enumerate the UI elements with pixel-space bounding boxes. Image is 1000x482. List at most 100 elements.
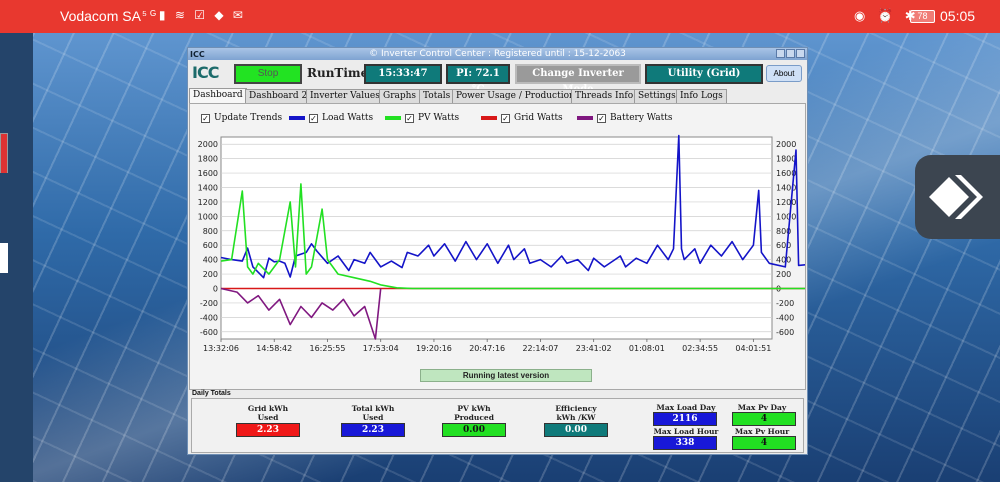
app-window: ICC © Inverter Control Center : Register… [187,47,808,455]
y-tick-label-left: 600 [203,241,218,250]
window-titlebar[interactable]: ICC © Inverter Control Center : Register… [188,48,807,60]
y-tick-label-left: 0 [213,285,218,294]
y-tick-label-right: -600 [776,328,794,337]
tab-power-usage[interactable]: Power Usage / Production [452,89,579,103]
battery-swatch [577,116,593,120]
about-button[interactable]: About [766,65,802,82]
y-tick-label-right: 400 [776,256,791,265]
y-tick-label-right: 1800 [776,155,796,164]
checkbox-checked-icon: ✓ [309,114,318,123]
maximize-icon[interactable] [786,49,795,58]
load-watts-label: Load Watts [322,113,374,123]
y-tick-label-right: -400 [776,313,794,322]
close-icon[interactable] [796,49,805,58]
x-tick-label: 20:47:16 [469,344,505,353]
x-tick-label: 13:32:06 [203,344,239,353]
max-pv-hour-value: 4 [732,436,796,450]
max-pv-day-value: 4 [732,412,796,426]
max-pv-day-label: Max Pv Day [737,403,787,412]
checkbox-checked-icon: ✓ [597,114,606,123]
checkbox-checked-icon: ✓ [201,114,210,123]
app-icon: ICC [190,50,205,59]
icc-logo: ICC [192,63,219,82]
total-kwh-value: 2.23 [341,423,405,437]
pv-kwh-value: 0.00 [442,423,506,437]
grid-kwh-value: 2.23 [236,423,300,437]
grid-watts-checkbox[interactable]: ✓ Grid Watts [501,111,563,125]
tab-settings[interactable]: Settings [634,89,680,103]
window-title: © Inverter Control Center : Registered u… [369,49,626,59]
y-tick-label-left: -200 [200,299,218,308]
tab-info-logs[interactable]: Info Logs [676,89,727,103]
max-load-hour-label: Max Load Hour [653,427,719,436]
tab-totals[interactable]: Totals [419,89,455,103]
tab-dashboard-2[interactable]: Dashboard 2 [245,89,312,103]
series-line-battery-watts [220,287,382,340]
x-tick-label: 17:53:04 [363,344,399,353]
load-watts-checkbox[interactable]: ✓ Load Watts [309,111,373,125]
y-tick-label-right: 2000 [776,140,796,149]
battery-watts-label: Battery Watts [610,113,673,123]
y-tick-label-right: 800 [776,227,791,236]
stop-button[interactable]: Stop [234,64,302,84]
daily-totals: Daily Totals Grid kWh Used 2.23 Total kWh… [189,389,806,453]
max-load-hour-value: 338 [653,436,717,450]
x-tick-label: 01:08:01 [629,344,665,353]
edge-tab[interactable] [0,243,8,273]
daily-totals-box: Grid kWh Used 2.23 Total kWh Used 2.23 PV … [191,398,804,453]
y-tick-label-right: 1200 [776,198,796,207]
tab-dashboard[interactable]: Dashboard [189,88,247,103]
y-tick-label-left: 400 [203,256,218,265]
window-controls [775,49,805,62]
y-tick-label-left: 800 [203,227,218,236]
total-kwh-label: Total kWh Used [351,404,395,422]
change-inverter-mode-button[interactable]: Change Inverter Mode [515,64,641,95]
update-trends-checkbox[interactable]: ✓ Update Trends [201,111,282,125]
y-tick-label-left: -400 [200,313,218,322]
series-line-pv-watts [220,183,807,290]
tab-threads-info[interactable]: Threads Info [571,89,638,103]
battery-watts-checkbox[interactable]: ✓ Battery Watts [597,111,672,125]
max-pv-hour-label: Max Pv Hour [734,427,790,436]
minimize-icon[interactable] [776,49,785,58]
x-tick-label: 16:25:55 [310,344,346,353]
series-line-load-watts [220,134,807,279]
y-tick-label-left: 200 [203,270,218,279]
checkbox-checked-icon: ✓ [501,114,510,123]
runtime-label: RunTime [307,66,369,80]
y-tick-label-left: 1400 [198,184,218,193]
clock: 05:05 [940,8,976,24]
pv-watts-checkbox[interactable]: ✓ PV Watts [405,111,459,125]
grid-kwh-label: Grid kWh Used [247,404,289,422]
x-tick-label: 19:20:16 [416,344,452,353]
y-tick-label-left: 1200 [198,198,218,207]
max-load-day-value: 2116 [653,412,717,426]
carrier-name: Vodacom SA [60,8,141,24]
signal-icons: ⁵ᴳ▮ ≋ ☑ ◆ ✉ [142,8,246,22]
dashboard-panel: ✓ Update Trends ✓ Load Watts ✓ PV Watts ✓ Gr… [189,103,807,390]
grid-watts-label: Grid Watts [514,113,563,123]
x-tick-label: 14:58:42 [256,344,292,353]
floating-action-button[interactable] [915,155,1000,239]
inverter-mode-value: Utility (Grid) [645,64,763,84]
grid-swatch [481,116,497,120]
y-tick-label-left: -600 [200,328,218,337]
system-icons: ◉ ⏰ ✱ [854,8,920,23]
y-tick-label-left: 1600 [198,169,218,178]
status-message: Running latest version [420,369,592,382]
y-tick-label-left: 1000 [198,212,218,221]
chart-legend: ✓ Update Trends ✓ Load Watts ✓ PV Watts ✓ Gr… [199,111,799,125]
battery-icon: 78 [910,10,935,23]
efficiency-value: 0.00 [544,423,608,437]
x-tick-label: 02:34:55 [682,344,718,353]
forward-chevrons-icon [929,175,983,219]
pi-temperature: PI: 72.1 °C [446,64,510,95]
y-tick-label-left: 2000 [198,140,218,149]
edge-tab[interactable] [0,133,8,173]
daily-totals-title: Daily Totals [192,390,231,397]
toolbar: ICC Stop RunTime 15:33:47 PI: 72.1 °C Ch… [188,61,807,95]
tab-inverter-values[interactable]: Inverter Values [306,89,384,103]
tab-graphs[interactable]: Graphs [379,89,421,103]
runtime-value: 15:33:47 [364,64,442,84]
